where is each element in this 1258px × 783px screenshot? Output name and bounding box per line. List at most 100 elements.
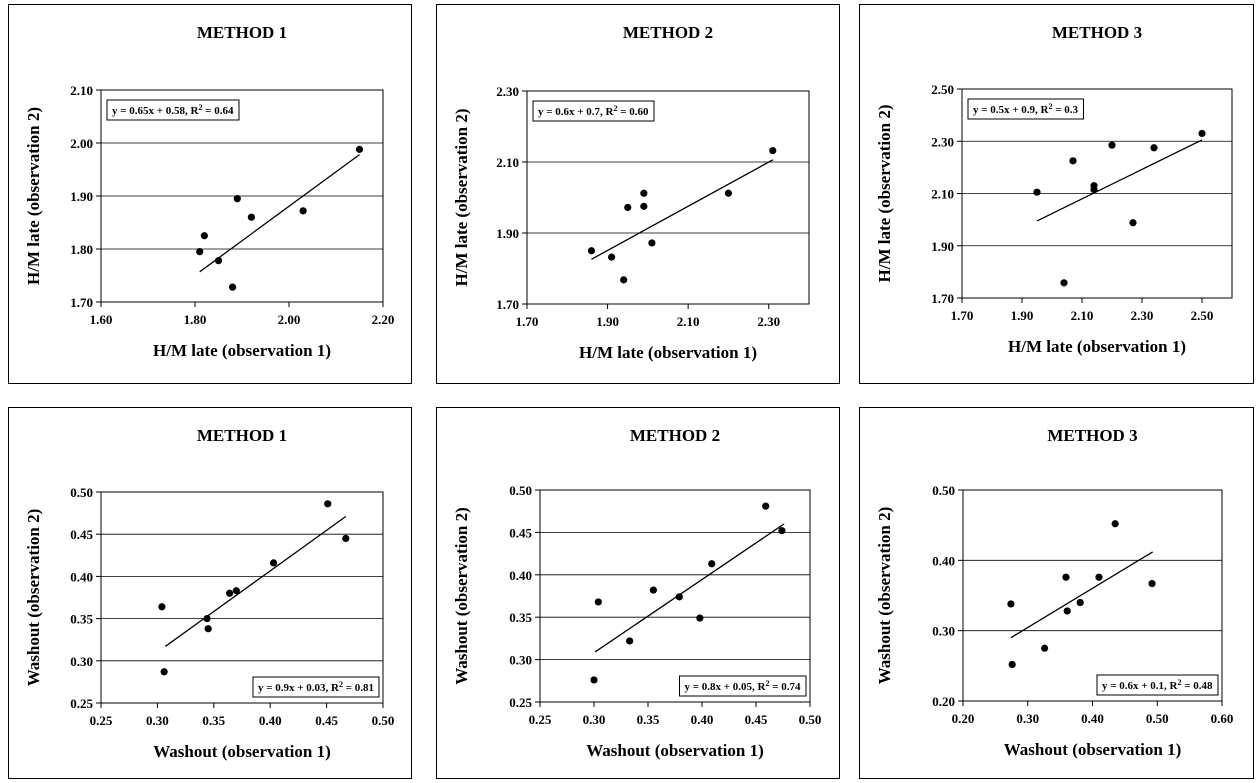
- trendline: [199, 154, 360, 273]
- chart-title: METHOD 1: [197, 23, 287, 42]
- data-point: [342, 534, 350, 543]
- equation-label: y = 0.6x + 0.1, R2 = 0.48: [1102, 678, 1213, 692]
- data-point: [1062, 573, 1070, 581]
- equation-label: y = 0.8x + 0.05, R2 = 0.74: [684, 679, 801, 693]
- equation-tail: = 0.60: [617, 106, 649, 118]
- data-point: [1148, 579, 1156, 588]
- equation-frame: [967, 98, 1085, 120]
- data-point: [620, 276, 628, 284]
- equation-box: y = 0.5x + 0.9, R2 = 0.3: [967, 98, 1085, 120]
- data-point: [608, 253, 616, 261]
- y-axis-label: H/M late (observation 2): [452, 109, 471, 287]
- y-tick-label: 1.80: [70, 242, 93, 257]
- y-tick-label: 2.50: [931, 82, 954, 97]
- plot-area: [962, 489, 1223, 702]
- x-tick-label: 1.90: [1011, 308, 1034, 323]
- x-tick-label: 1.70: [516, 314, 539, 329]
- equation-superscript: 2: [765, 679, 769, 688]
- chart-title: METHOD 2: [630, 426, 720, 445]
- y-tick-label: 0.40: [70, 569, 93, 584]
- equation-frame: [106, 99, 240, 121]
- y-tick-label: 1.90: [70, 189, 93, 204]
- x-tick-label: 1.80: [184, 312, 207, 327]
- equation-label: y = 0.5x + 0.9, R2 = 0.3: [973, 102, 1079, 116]
- data-point: [769, 147, 777, 155]
- data-point: [158, 603, 166, 611]
- plot-area: [539, 489, 811, 703]
- trendline: [1036, 139, 1203, 222]
- equation-tail: = 0.64: [202, 105, 234, 117]
- data-point: [232, 587, 240, 595]
- equation-frame: [1096, 674, 1219, 696]
- chart-panel: METHOD 3 0.20 0.30 0.40 0.50 0.20 0.30 0.40 0.50…: [859, 407, 1254, 779]
- equation-frame: [252, 676, 380, 698]
- x-tick-label: 0.30: [1016, 711, 1039, 726]
- x-tick-label: 0.50: [1146, 711, 1169, 726]
- chart-panel: METHOD 2 0.25 0.30 0.35 0.40 0.45 0.50 0.25 0.30…: [436, 407, 840, 779]
- x-tick-label: 2.50: [1191, 308, 1214, 323]
- data-point: [1150, 144, 1158, 152]
- y-tick-label: 1.70: [931, 291, 954, 306]
- chart-svg: METHOD 3 1.70 1.90 2.10 2.30 2.50 1.70 1.90 2.10…: [875, 23, 1233, 356]
- chart-panel: METHOD 1 1.70 1.80 1.90 2.00 2.10 1.60 1.80 2.00…: [8, 4, 412, 384]
- data-point: [229, 283, 237, 291]
- data-point: [590, 676, 598, 684]
- x-tick-label: 0.60: [1211, 711, 1234, 726]
- x-axis-label: Washout (observation 1): [153, 742, 331, 761]
- chart-svg: METHOD 1 1.70 1.80 1.90 2.00 2.10 1.60 1.80 2.00…: [24, 23, 394, 360]
- data-point: [1069, 157, 1077, 165]
- trendline: [1010, 551, 1154, 639]
- data-point: [355, 145, 364, 153]
- x-axis-label: Washout (observation 1): [586, 741, 764, 760]
- data-point: [626, 637, 634, 645]
- data-point: [1198, 129, 1206, 138]
- equation-tail: = 0.74: [769, 681, 801, 693]
- equation-tail: = 0.3: [1052, 104, 1078, 116]
- trendline: [164, 515, 347, 647]
- x-tick-label: 1.60: [90, 312, 113, 327]
- equation-superscript: 2: [198, 103, 202, 112]
- data-point: [247, 213, 255, 221]
- data-point: [648, 239, 656, 247]
- data-point: [1108, 141, 1116, 149]
- y-tick-label: 0.50: [509, 483, 532, 498]
- y-axis-label: H/M late (observation 2): [875, 105, 894, 283]
- y-tick-label: 2.00: [70, 136, 93, 151]
- equation-label: y = 0.6x + 0.7, R2 = 0.60: [538, 104, 649, 118]
- y-axis-label: H/M late (observation 2): [24, 107, 43, 285]
- y-tick-label: 0.50: [70, 485, 93, 500]
- x-tick-label: 2.10: [677, 314, 700, 329]
- data-point: [196, 248, 204, 256]
- x-tick-label: 0.40: [691, 712, 714, 727]
- x-tick-label: 0.50: [799, 712, 822, 727]
- plot-area: [100, 491, 384, 704]
- data-point: [696, 614, 704, 622]
- chart-panel: METHOD 1 0.25 0.30 0.35 0.40 0.45 0.50 0.25 0.30…: [8, 407, 412, 779]
- equation-frame: [532, 100, 655, 122]
- y-tick-label: 0.45: [70, 527, 93, 542]
- data-point: [233, 195, 241, 203]
- data-point: [778, 527, 786, 535]
- equation-superscript: 2: [339, 680, 343, 689]
- chart-svg: METHOD 2 0.25 0.30 0.35 0.40 0.45 0.50 0.25 0.30…: [452, 426, 822, 760]
- y-tick-label: 0.40: [509, 568, 532, 583]
- plot-area: [526, 90, 810, 305]
- y-tick-label: 1.70: [496, 297, 519, 312]
- data-point: [324, 500, 332, 508]
- x-tick-label: 0.45: [745, 712, 768, 727]
- equation-box: y = 0.6x + 0.1, R2 = 0.48: [1096, 674, 1219, 696]
- data-point: [724, 189, 733, 197]
- trendline: [594, 523, 785, 653]
- data-point: [649, 586, 657, 594]
- chart-panel: METHOD 3 1.70 1.90 2.10 2.30 2.50 1.70 1.90 2.10…: [859, 4, 1254, 384]
- x-tick-label: 2.30: [757, 314, 780, 329]
- chart-title: METHOD 1: [197, 426, 287, 445]
- data-point: [214, 257, 223, 265]
- chart-panel: METHOD 2 1.70 1.90 2.10 2.30 1.70 1.90 2.10 2.30…: [436, 4, 840, 384]
- y-tick-label: 0.30: [932, 624, 955, 639]
- y-tick-label: 0.35: [70, 612, 93, 627]
- equation-box: y = 0.8x + 0.05, R2 = 0.74: [678, 675, 807, 697]
- equation-box: y = 0.9x + 0.03, R2 = 0.81: [252, 676, 380, 698]
- y-axis-label: Washout (observation 2): [24, 509, 43, 687]
- y-tick-label: 0.20: [932, 694, 955, 709]
